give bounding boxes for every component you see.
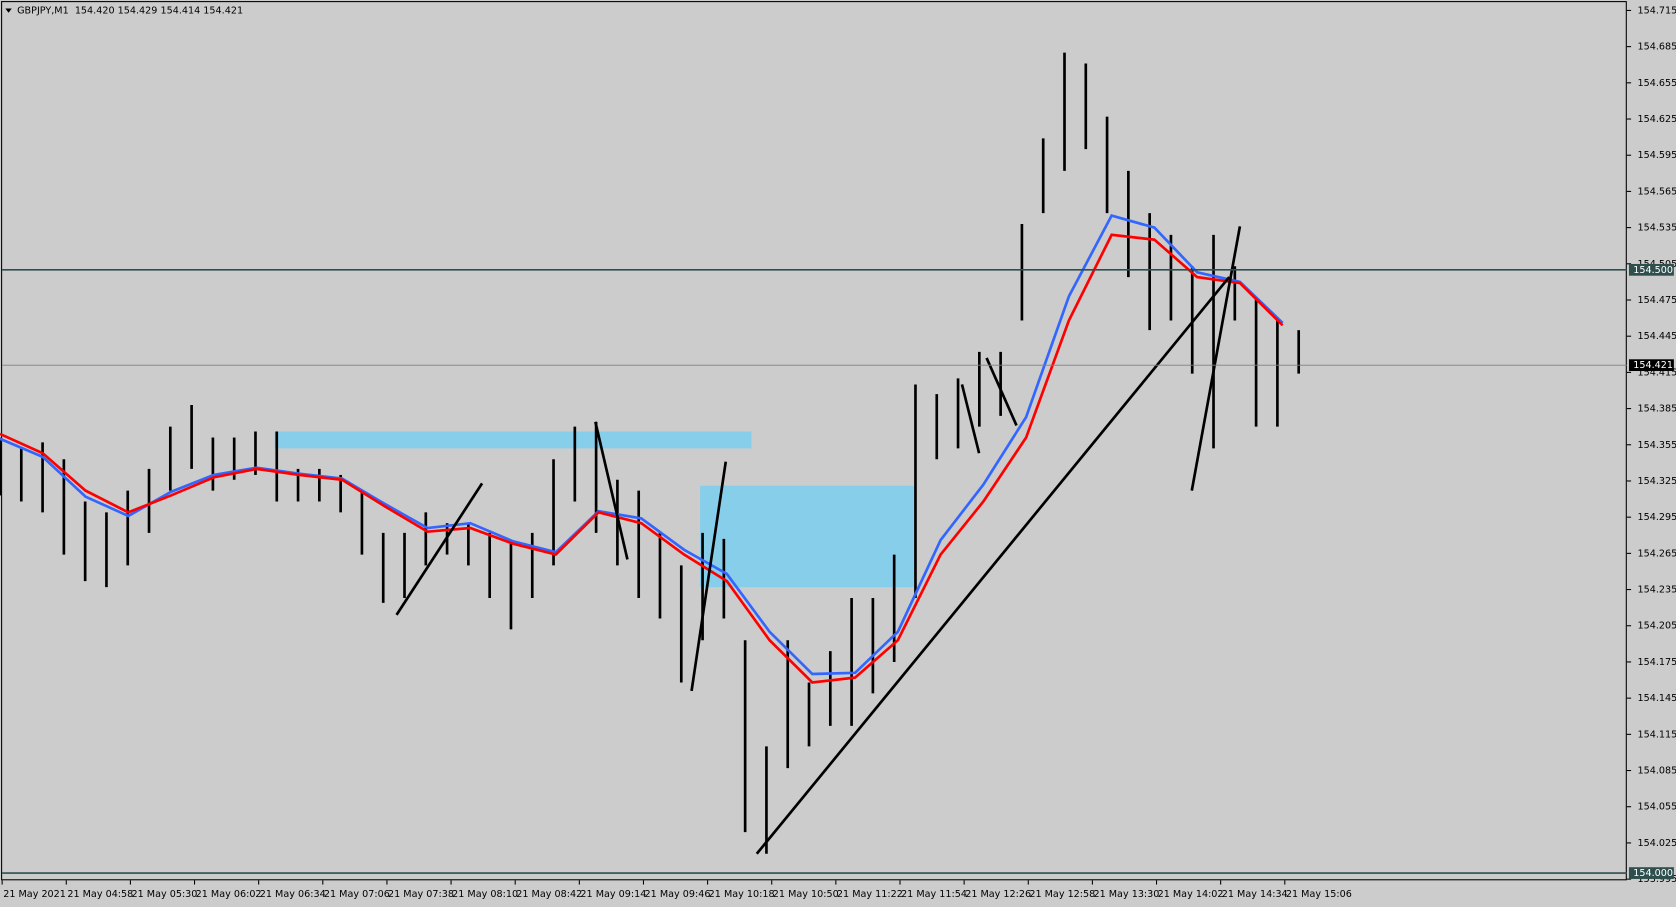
x-tick-label: 21 May 11:54 [901,889,967,900]
trendline [755,276,1231,855]
y-tick-label: 154.175 [1638,657,1676,668]
trendline [594,421,629,560]
moving-average [0,233,1284,684]
x-tick-label: 21 May 08:42 [516,889,582,900]
y-tick-label: 154.685 [1638,42,1676,53]
menu-arrow[interactable] [5,8,12,13]
y-tick-label: 154.595 [1638,150,1676,161]
price-label: 154.000 [1633,868,1673,879]
x-tick-label: 21 May 10:18 [709,889,775,900]
y-tick-label: 154.655 [1638,78,1676,89]
y-tick-label: 154.625 [1638,114,1676,125]
y-tick-label: 154.085 [1638,766,1676,777]
y-tick-label: 154.445 [1638,331,1676,342]
y-tick-label: 154.355 [1638,440,1676,451]
symbol: GBPJPY,M1 [17,6,69,17]
y-tick-label: 154.055 [1638,802,1676,813]
price-label: 154.421 [1633,360,1673,371]
y-tick-label: 154.235 [1638,585,1676,596]
price-label-box [1628,263,1674,276]
trendline [395,482,484,616]
x-tick-label: 21 May 07:06 [324,889,390,900]
y-tick-label: 154.295 [1638,512,1676,523]
y-tick-label: 154.475 [1638,295,1676,306]
y-tick-label: 154.325 [1638,476,1676,487]
y-tick-label: 154.145 [1638,693,1676,704]
x-tick-label: 21 May 09:14 [580,889,646,900]
x-tick-label: 21 May 05:30 [131,889,197,900]
x-tick-label: 21 May 08:10 [452,889,518,900]
moving-average [0,213,1284,676]
x-tick-label: 21 May 14:02 [1158,889,1224,900]
x-tick-label: 21 May 12:58 [1029,889,1095,900]
y-tick-label: 154.415 [1638,367,1676,378]
trendline [960,384,981,454]
y-tick-label: 153.995 [1638,874,1676,885]
zone [274,431,752,449]
y-tick-label: 154.265 [1638,548,1676,559]
x-tick-label: 21 May 12:26 [965,889,1031,900]
y-tick-label: 154.205 [1638,621,1676,632]
x-tick-label: 21 May 2021 [3,889,66,900]
price-label: 154.500 [1633,265,1673,276]
x-tick-label: 21 May 13:30 [1093,889,1159,900]
trendline [985,357,1018,427]
y-tick-label: 154.385 [1638,404,1676,415]
price-label-box [1628,359,1674,372]
y-tick-label: 154.565 [1638,186,1676,197]
x-tick-label: 21 May 04:58 [67,889,133,900]
trendline [690,461,728,692]
x-tick-label: 21 May 09:46 [645,889,711,900]
y-tick-label: 154.025 [1638,838,1676,849]
x-tick-label: 21 May 06:02 [196,889,262,900]
zone [700,485,914,588]
x-tick-label: 21 May 06:34 [260,889,326,900]
x-tick-label: 21 May 07:38 [388,889,454,900]
quote: 154.420 154.429 154.414 154.421 [75,6,243,17]
y-tick-label: 154.115 [1638,729,1676,740]
y-tick-label: 154.535 [1638,223,1676,234]
price-label-box [1628,867,1674,879]
y-tick-label: 154.715 [1638,5,1676,16]
x-tick-label: 21 May 14:34 [1222,889,1288,900]
x-tick-label: 21 May 10:50 [773,889,839,900]
x-tick-label: 21 May 11:22 [837,889,903,900]
x-tick-label: 21 May 15:06 [1286,889,1352,900]
